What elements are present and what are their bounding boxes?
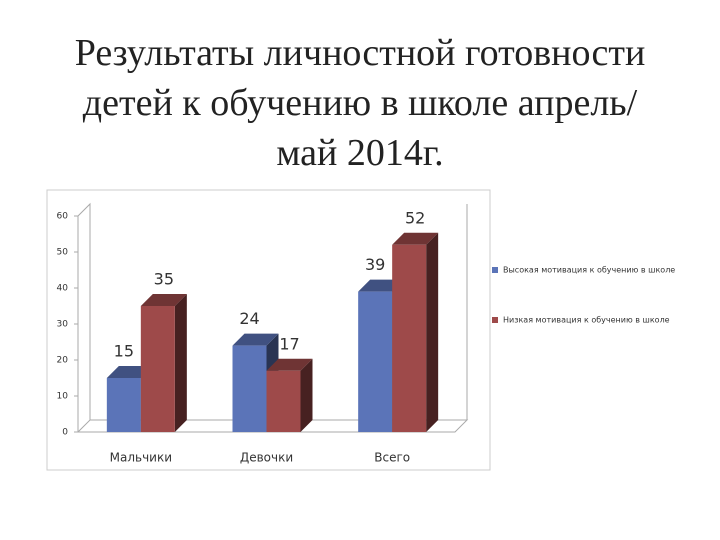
chart-title: Результаты личностной готовности детей к… (74, 32, 646, 174)
y-tick-label: 50 (57, 248, 69, 258)
bar-face (300, 358, 313, 432)
bar-face (426, 232, 439, 432)
y-tick-label: 30 (57, 320, 69, 330)
y-tick-label: 40 (57, 284, 69, 294)
axis-wall (77, 202, 91, 432)
bar-face (266, 358, 313, 371)
x-tick-label: Девочки (240, 451, 293, 465)
y-tick-label: 20 (57, 356, 69, 366)
data-label: 24 (239, 309, 259, 328)
y-tick-label: 60 (57, 212, 69, 222)
data-label: 39 (365, 255, 385, 274)
y-tick-label: 10 (57, 392, 69, 402)
bar (266, 358, 313, 432)
legend-swatch (492, 267, 498, 273)
data-label: 52 (405, 208, 425, 227)
bar-face (106, 378, 141, 432)
data-label: 35 (154, 270, 174, 289)
bar (392, 232, 439, 432)
bar-face (392, 244, 427, 432)
chart-frame (46, 189, 491, 471)
legend-label: Низкая мотивация к обучению в школе (503, 316, 670, 325)
bar-face (266, 370, 301, 432)
bar-face (174, 294, 187, 432)
bar-face (392, 232, 439, 245)
legend-label: Высокая мотивация к обучению в школе (503, 266, 675, 275)
bar-face (232, 333, 279, 346)
bar-face (140, 306, 175, 432)
data-label: 15 (114, 342, 134, 361)
x-tick-label: Всего (374, 451, 410, 465)
bar-face (140, 294, 187, 306)
bar (140, 294, 187, 432)
x-tick-label: Мальчики (110, 451, 172, 465)
bar-face (232, 345, 267, 432)
bar-face (358, 291, 393, 432)
y-tick-label: 0 (62, 428, 68, 438)
legend-swatch (492, 317, 498, 323)
data-label: 17 (279, 334, 299, 353)
